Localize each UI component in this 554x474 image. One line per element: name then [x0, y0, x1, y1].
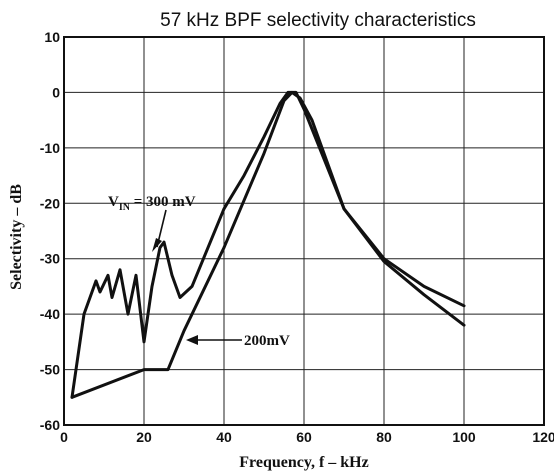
- curves: [70, 90, 466, 399]
- y-tick-label: -50: [40, 362, 60, 378]
- x-tick-label: 40: [216, 429, 232, 445]
- x-axis-label: Frequency, f – kHz: [239, 454, 368, 471]
- series-label-300mv-v: V: [108, 194, 119, 210]
- x-tick-label: 20: [136, 429, 152, 445]
- y-tick-label: -30: [40, 251, 60, 267]
- x-tick-label: 80: [376, 429, 392, 445]
- y-axis-label: Selectivity – dB: [8, 184, 25, 290]
- x-tick-label: 60: [296, 429, 312, 445]
- series-label-200mv: 200mV: [244, 333, 290, 349]
- grid: [63, 36, 545, 426]
- plot-frame: [63, 36, 545, 426]
- y-tick-label: -10: [40, 140, 60, 156]
- arrowhead-200mv: [186, 335, 198, 345]
- x-tick-label: 100: [452, 429, 476, 445]
- y-tick-label: -60: [40, 417, 60, 433]
- series-line-200mv: [70, 90, 466, 399]
- y-tick-label: 0: [52, 84, 60, 100]
- chart-title: 57 kHz BPF selectivity characteristics: [160, 10, 476, 31]
- series-label-300mv-rest: = 300 mV: [130, 194, 196, 210]
- y-tick-label: 10: [44, 29, 60, 45]
- x-tick-label: 0: [60, 429, 68, 445]
- y-tick-label: -20: [40, 195, 60, 211]
- series-line-300mv: [70, 90, 466, 399]
- y-tick-label: -40: [40, 306, 60, 322]
- series-label-300mv-sub: IN: [119, 202, 131, 213]
- arrowhead-300mv: [152, 238, 162, 252]
- series-label-300mv: VIN = 300 mV: [108, 194, 196, 213]
- x-tick-label: 120: [532, 429, 554, 445]
